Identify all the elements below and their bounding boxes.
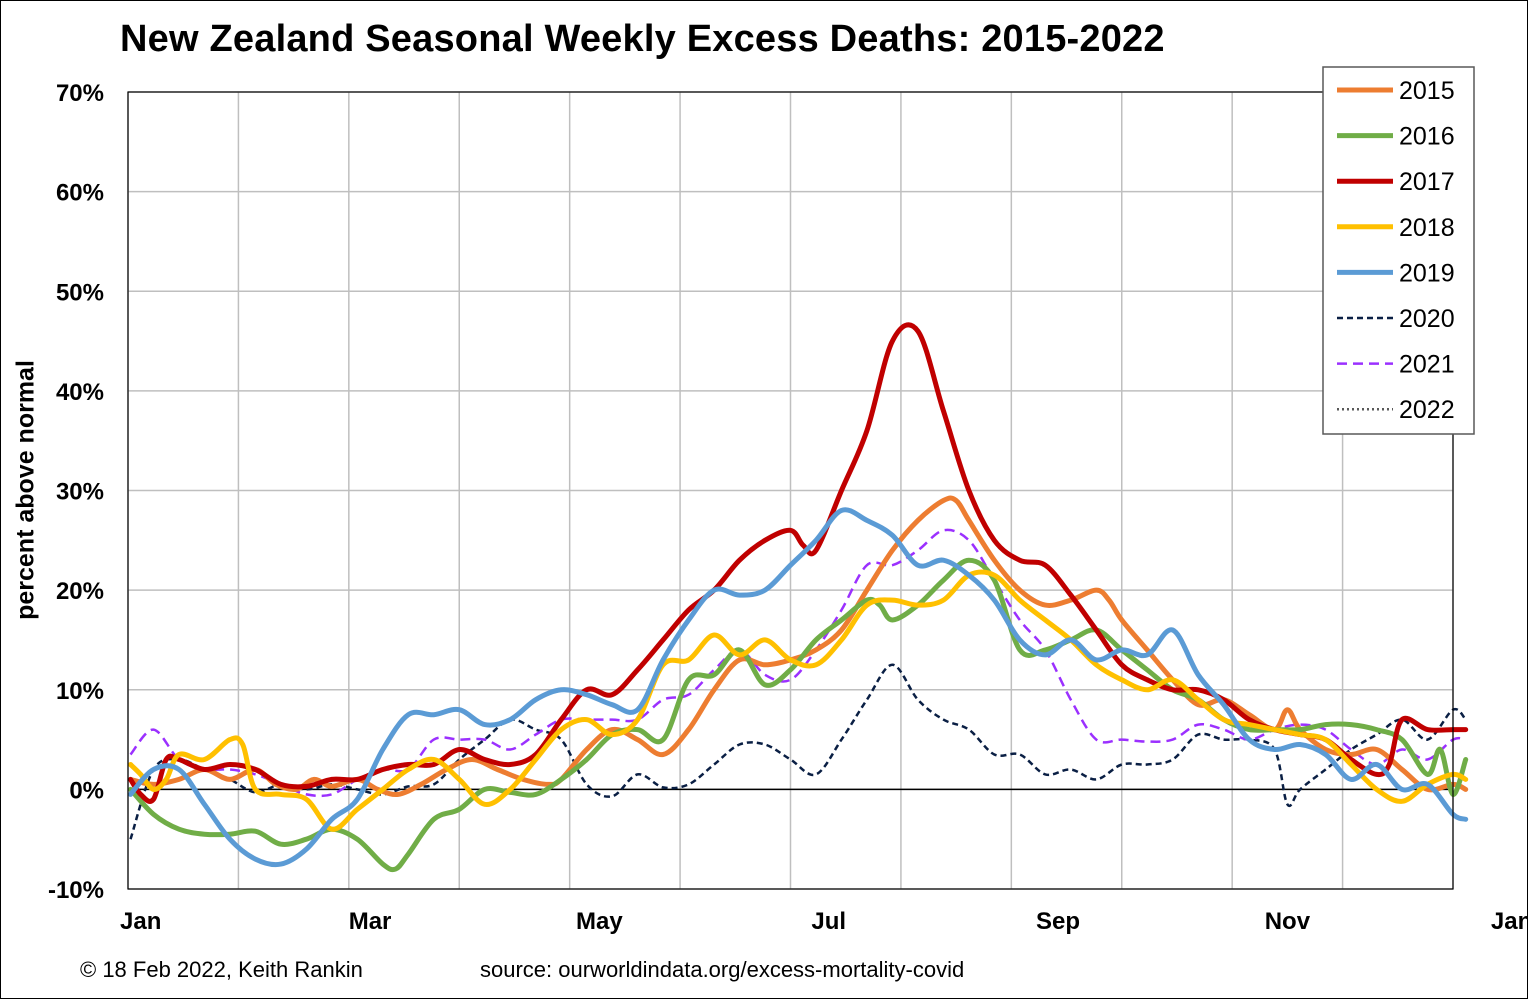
gridlines (127, 91, 1454, 890)
x-tick-label: May (576, 908, 623, 935)
y-tick-label: 10% (56, 678, 104, 705)
legend: 2015 2016 2017 2018 2019 2020 2021 2022 (1322, 66, 1475, 435)
legend-box (1322, 66, 1475, 435)
x-tick-label: Sep (1036, 908, 1080, 935)
y-tick-label: 30% (56, 479, 104, 506)
y-tick-label: 70% (56, 80, 104, 107)
plot-area (127, 91, 1454, 890)
legend-label-2022: 2022 (1399, 396, 1455, 424)
legend-label-2017: 2017 (1399, 168, 1455, 196)
y-axis-ticks: -10% 0% 10% 20% 30% 40% 50% 60% 70% (48, 80, 104, 904)
copyright-note: © 18 Feb 2022, Keith Rankin (80, 957, 363, 982)
x-tick-label: Jan (1491, 908, 1528, 935)
x-tick-label: Jan (120, 908, 161, 935)
y-tick-label: 0% (69, 777, 104, 804)
x-tick-label: Jul (811, 908, 846, 935)
legend-label-2016: 2016 (1399, 123, 1455, 151)
y-tick-label: 20% (56, 578, 104, 605)
series-line-2019 (128, 507, 1469, 868)
y-tick-label: 50% (56, 279, 104, 306)
series-lines (128, 322, 1469, 873)
legend-label-2018: 2018 (1399, 214, 1455, 242)
source-note: source: ourworldindata.org/excess-mortal… (480, 957, 965, 982)
y-tick-label: 40% (56, 379, 104, 406)
x-tick-label: Nov (1265, 908, 1311, 935)
chart-title: New Zealand Seasonal Weekly Excess Death… (120, 18, 1165, 60)
legend-label-2021: 2021 (1399, 351, 1455, 379)
x-tick-label: Mar (349, 908, 392, 935)
plot-border (127, 91, 1454, 890)
y-tick-label: -10% (48, 877, 104, 904)
series-line-2020 (129, 663, 1467, 840)
x-axis-ticks: Jan Mar May Jul Sep Nov Jan (120, 908, 1528, 935)
y-tick-label: 60% (56, 180, 104, 207)
legend-label-2015: 2015 (1399, 77, 1455, 105)
series-line-2018 (128, 569, 1469, 832)
legend-label-2020: 2020 (1399, 305, 1455, 333)
legend-label-2019: 2019 (1399, 259, 1455, 287)
